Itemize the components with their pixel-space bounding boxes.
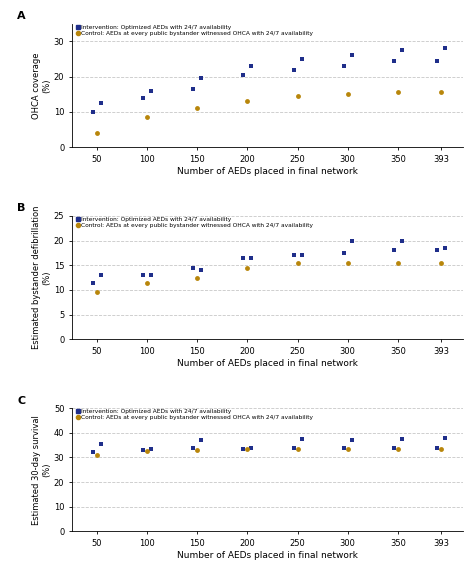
Point	[198, 74, 205, 83]
Point	[348, 436, 356, 445]
Point	[433, 56, 441, 65]
Point	[290, 65, 297, 74]
Point	[344, 258, 351, 267]
Point	[433, 443, 441, 452]
Point	[441, 44, 448, 53]
X-axis label: Number of AEDs placed in final network: Number of AEDs placed in final network	[177, 359, 358, 368]
Point	[247, 254, 255, 263]
Point	[139, 445, 147, 455]
Point	[147, 444, 155, 453]
Y-axis label: Estimated 30-day survival
(%): Estimated 30-day survival (%)	[32, 415, 51, 525]
Point	[97, 439, 105, 448]
Point	[437, 258, 445, 267]
Point	[147, 86, 155, 95]
Point	[340, 248, 347, 258]
Point	[93, 128, 101, 138]
Point	[190, 443, 197, 452]
Point	[89, 107, 97, 116]
Point	[190, 85, 197, 94]
Point	[247, 62, 255, 71]
Point	[398, 46, 406, 55]
Point	[244, 96, 251, 106]
Point	[344, 90, 351, 99]
Point	[294, 91, 301, 100]
Point	[144, 112, 151, 122]
Point	[144, 278, 151, 287]
Point	[398, 236, 406, 245]
Point	[97, 271, 105, 280]
Point	[240, 254, 247, 263]
Point	[390, 56, 398, 65]
Point	[193, 445, 201, 455]
Text: C: C	[17, 396, 26, 405]
Point	[340, 443, 347, 452]
Text: B: B	[17, 203, 26, 214]
Point	[97, 98, 105, 107]
Point	[240, 70, 247, 79]
Point	[193, 273, 201, 282]
Point	[437, 444, 445, 453]
Point	[344, 444, 351, 453]
Y-axis label: OHCA coverage
(%): OHCA coverage (%)	[32, 52, 51, 119]
Point	[348, 236, 356, 245]
Point	[93, 451, 101, 460]
Point	[298, 54, 305, 63]
Point	[139, 271, 147, 280]
Point	[390, 443, 398, 452]
Text: A: A	[17, 11, 26, 21]
Point	[244, 444, 251, 453]
Y-axis label: Estimated bystander defibrillation
(%): Estimated bystander defibrillation (%)	[32, 206, 51, 349]
Point	[394, 258, 401, 267]
Legend: Intervention: Optimized AEDs with 24/7 availability, Control: AEDs at every publ: Intervention: Optimized AEDs with 24/7 a…	[75, 24, 314, 37]
Point	[394, 444, 401, 453]
Point	[294, 258, 301, 267]
Point	[240, 444, 247, 453]
Point	[198, 266, 205, 275]
Point	[244, 263, 251, 272]
Point	[247, 443, 255, 452]
Point	[441, 243, 448, 252]
Point	[394, 88, 401, 97]
Point	[340, 62, 347, 71]
Point	[441, 433, 448, 443]
Point	[390, 246, 398, 255]
Point	[139, 93, 147, 102]
Point	[89, 448, 97, 457]
Point	[433, 246, 441, 255]
Legend: Intervention: Optimized AEDs with 24/7 availability, Control: AEDs at every publ: Intervention: Optimized AEDs with 24/7 a…	[75, 408, 314, 421]
Point	[93, 288, 101, 297]
Point	[198, 436, 205, 445]
Point	[290, 251, 297, 260]
Point	[89, 278, 97, 287]
Point	[144, 447, 151, 456]
Point	[398, 435, 406, 444]
Point	[348, 51, 356, 60]
Point	[437, 88, 445, 97]
X-axis label: Number of AEDs placed in final network: Number of AEDs placed in final network	[177, 167, 358, 175]
Point	[190, 263, 197, 272]
Legend: Intervention: Optimized AEDs with 24/7 availability, Control: AEDs at every publ: Intervention: Optimized AEDs with 24/7 a…	[75, 216, 314, 229]
Point	[290, 443, 297, 452]
Point	[298, 251, 305, 260]
Point	[193, 104, 201, 113]
X-axis label: Number of AEDs placed in final network: Number of AEDs placed in final network	[177, 551, 358, 560]
Point	[298, 435, 305, 444]
Point	[294, 444, 301, 453]
Point	[147, 271, 155, 280]
